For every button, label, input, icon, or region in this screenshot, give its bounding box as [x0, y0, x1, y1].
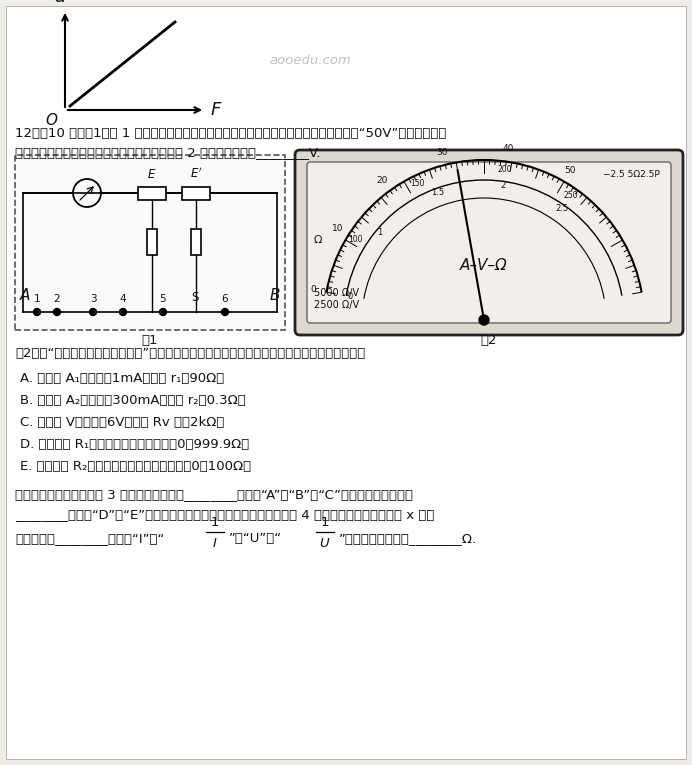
Text: D. 可变电阱 R₁：电阱笱（阱值可调范围0～999.9Ω）: D. 可变电阱 R₁：电阱笱（阱值可调范围0～999.9Ω）: [20, 438, 249, 451]
FancyBboxPatch shape: [295, 150, 683, 335]
Text: −2.5 5Ω2.5P: −2.5 5Ω2.5P: [603, 170, 660, 179]
Circle shape: [33, 308, 41, 315]
Text: 50: 50: [565, 166, 576, 174]
Text: 250: 250: [564, 191, 579, 200]
Text: ”或“U”或“: ”或“U”或“: [229, 532, 282, 545]
Text: 图1: 图1: [142, 334, 158, 347]
Text: 4: 4: [120, 294, 127, 304]
Text: 2500 Ω/V: 2500 Ω/V: [314, 300, 359, 310]
Text: ________（选填“D”或“E”）。正确操作后，利用测得的数据得到如图 4 所示的图像，图像横坐标 x 表示: ________（选填“D”或“E”）。正确操作后，利用测得的数据得到如图 4 …: [15, 508, 435, 521]
Text: B. 电流表 A₂（量程为300mA，内阱 r₂＝0.3Ω）: B. 电流表 A₂（量程为300mA，内阱 r₂＝0.3Ω）: [20, 394, 246, 407]
Text: 2: 2: [54, 294, 60, 304]
Text: 2: 2: [500, 181, 506, 190]
Text: 1: 1: [211, 516, 219, 529]
Circle shape: [120, 308, 127, 315]
Text: Ω: Ω: [313, 235, 322, 245]
FancyBboxPatch shape: [307, 162, 671, 323]
Text: 0: 0: [347, 292, 353, 301]
Text: 20: 20: [376, 175, 388, 184]
Text: $A$: $A$: [19, 287, 31, 303]
Text: 2.5: 2.5: [556, 204, 569, 213]
Text: 100: 100: [348, 235, 363, 244]
Text: 30: 30: [437, 148, 448, 157]
Text: A–V–Ω: A–V–Ω: [460, 258, 508, 272]
Text: 1: 1: [34, 294, 40, 304]
Text: $a$: $a$: [54, 0, 66, 6]
Text: （2）在“电池电动势和内阱的测量”实验中，除一节干电池、电键和导线外，还提供了如下器材：: （2）在“电池电动势和内阱的测量”实验中，除一节干电池、电键和导线外，还提供了如…: [15, 347, 365, 360]
Text: $U$: $U$: [319, 537, 331, 550]
Text: 6: 6: [221, 294, 228, 304]
Text: 图2: 图2: [481, 334, 498, 347]
Text: aooedu.com: aooedu.com: [269, 54, 351, 67]
Circle shape: [53, 308, 60, 315]
Text: $E$: $E$: [147, 168, 156, 181]
Text: ”），该电池的内阱________Ω.: ”），该电池的内阱________Ω.: [339, 532, 477, 545]
Bar: [15, 155, 285, 330]
Text: 12．（10 分）（1）图 1 是一个多量程多用电表的简化电路图。将多用电表选择开关旋到“50V”直流电压挡，: 12．（10 分）（1）图 1 是一个多量程多用电表的简化电路图。将多用电表选择…: [15, 127, 446, 140]
Circle shape: [221, 308, 228, 315]
Bar: [138, 187, 166, 200]
Text: 5: 5: [160, 294, 166, 304]
Text: $E'$: $E'$: [190, 167, 202, 181]
Text: 200: 200: [498, 165, 512, 174]
Text: E. 可变电阱 R₂：滑动变阱器（阱值变化范围0～100Ω）: E. 可变电阱 R₂：滑动变阱器（阱值变化范围0～100Ω）: [20, 460, 251, 473]
Text: 某同学设计的电路图如图 3 所示，电表应选择________（选填“A”或“B”或“C”），可变电阱应选择: 某同学设计的电路图如图 3 所示，电表应选择________（选填“A”或“B”…: [15, 488, 413, 501]
Text: 1: 1: [321, 516, 329, 529]
Text: 3: 3: [90, 294, 96, 304]
Text: 1: 1: [377, 228, 383, 237]
Bar: [191, 229, 201, 255]
Text: 0: 0: [311, 285, 316, 295]
Circle shape: [159, 308, 167, 315]
Text: 5000 Ω/V: 5000 Ω/V: [314, 288, 359, 298]
Circle shape: [89, 308, 96, 315]
Text: $O$: $O$: [44, 112, 58, 128]
Bar: [182, 187, 210, 200]
Text: 1.5: 1.5: [431, 187, 444, 197]
Text: C. 电压表 V（量程为6V，内阱 Rv 约为2kΩ）: C. 电压表 V（量程为6V，内阱 Rv 约为2kΩ）: [20, 416, 224, 429]
Text: 150: 150: [410, 179, 425, 188]
Circle shape: [479, 315, 489, 325]
Text: $B$: $B$: [269, 287, 280, 303]
Text: 测量某直流电源电压，正确操作后表盘指针如图 2 所示，其示数为________V.: 测量某直流电源电压，正确操作后表盘指针如图 2 所示，其示数为________V…: [15, 146, 320, 159]
Text: 40: 40: [502, 144, 513, 153]
Text: $F$: $F$: [210, 101, 223, 119]
Bar: [147, 229, 157, 255]
Text: 的物理量是________（选填“I”或“: 的物理量是________（选填“I”或“: [15, 532, 165, 545]
Text: A. 电流表 A₁（量程为1mA，内阱 r₁＝90Ω）: A. 电流表 A₁（量程为1mA，内阱 r₁＝90Ω）: [20, 372, 224, 385]
Text: 10: 10: [331, 224, 343, 233]
Text: S: S: [191, 291, 199, 304]
Text: $I$: $I$: [212, 537, 218, 550]
